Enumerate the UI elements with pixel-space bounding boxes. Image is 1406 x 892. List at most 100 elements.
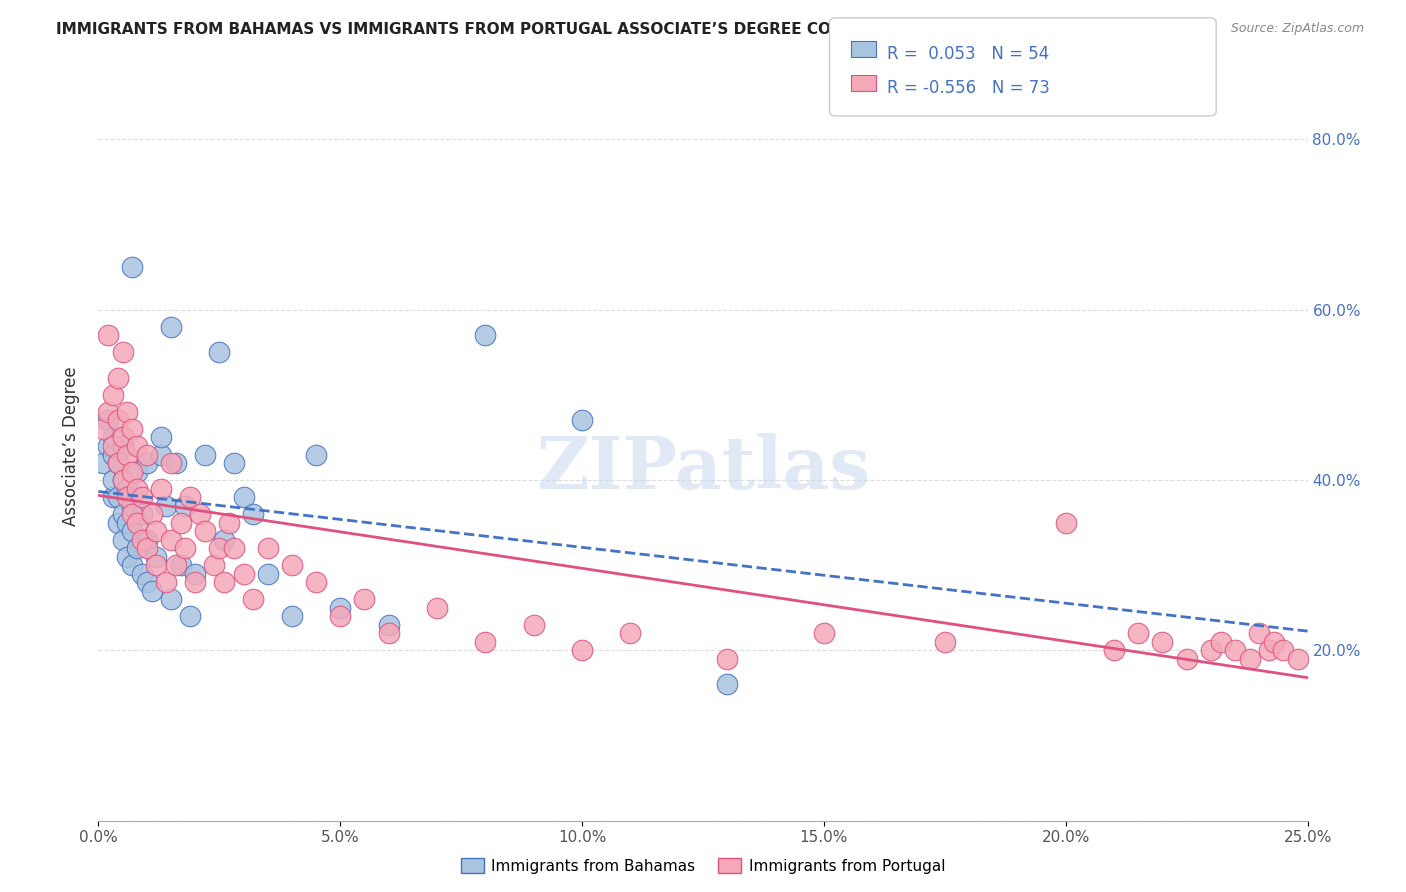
Point [111,533,134,547]
Point [141,507,163,521]
Point [194,448,217,462]
Point [107,490,129,504]
Text: R = -0.556   N = 73: R = -0.556 N = 73 [887,79,1050,97]
Point [111,473,134,487]
Point [208,345,231,359]
Point [1128,626,1150,640]
Point [101,448,124,462]
Point [1263,635,1285,649]
Point [131,490,153,504]
Point [232,490,254,504]
Point [1175,652,1198,666]
Point [117,549,139,564]
Point [117,448,139,462]
Text: ZIPatlas: ZIPatlas [536,433,870,504]
Point [155,575,177,590]
Point [716,677,738,691]
Point [1223,643,1246,657]
Point [179,609,201,624]
Point [107,456,129,470]
Point [188,507,211,521]
Point [127,482,149,496]
Point [165,456,187,470]
Point [281,609,304,624]
Point [141,583,163,598]
Point [571,413,593,427]
Point [305,448,328,462]
Point [121,465,143,479]
Point [121,507,143,521]
Point [523,617,546,632]
Point [97,405,120,419]
Y-axis label: Associate’s Degree: Associate’s Degree [62,367,80,525]
Point [242,507,264,521]
Point [222,541,245,556]
Point [107,371,129,385]
Point [426,600,449,615]
Point [1239,652,1261,666]
Point [160,319,183,334]
Point [184,566,207,581]
Point [150,448,173,462]
Point [1209,635,1232,649]
Point [117,490,139,504]
Point [117,405,139,419]
Point [179,490,201,504]
Point [145,558,167,573]
Point [107,516,129,530]
Point [329,600,352,615]
Point [97,439,120,453]
Text: Source: ZipAtlas.com: Source: ZipAtlas.com [1230,22,1364,36]
Point [135,448,157,462]
Point [131,533,153,547]
Point [91,456,114,470]
Point [121,422,143,436]
Point [934,635,956,649]
Point [1249,626,1271,640]
Point [184,575,207,590]
Point [353,592,375,607]
Point [208,541,231,556]
Point [174,499,197,513]
Point [305,575,328,590]
Point [135,541,157,556]
Point [204,558,226,573]
Point [107,413,129,427]
Point [474,328,496,343]
Point [329,609,352,624]
Point [135,575,157,590]
Point [97,328,120,343]
Point [222,456,245,470]
Point [121,499,143,513]
Point [111,439,134,453]
Point [212,533,235,547]
Text: R =  0.053   N = 54: R = 0.053 N = 54 [887,45,1049,63]
Point [101,439,124,453]
Point [150,430,173,444]
Point [1054,516,1077,530]
Point [1199,643,1222,657]
Point [111,507,134,521]
Point [174,541,197,556]
Point [281,558,304,573]
Point [256,566,278,581]
Point [127,541,149,556]
Point [160,533,183,547]
Point [97,413,120,427]
Point [571,643,593,657]
Point [117,516,139,530]
Point [131,507,153,521]
Point [232,566,254,581]
Point [619,626,641,640]
Point [212,575,235,590]
Point [165,558,187,573]
Point [1102,643,1125,657]
Point [256,541,278,556]
Point [101,490,124,504]
Point [127,516,149,530]
Point [127,465,149,479]
Point [160,592,183,607]
Point [145,549,167,564]
Point [218,516,240,530]
Point [474,635,496,649]
